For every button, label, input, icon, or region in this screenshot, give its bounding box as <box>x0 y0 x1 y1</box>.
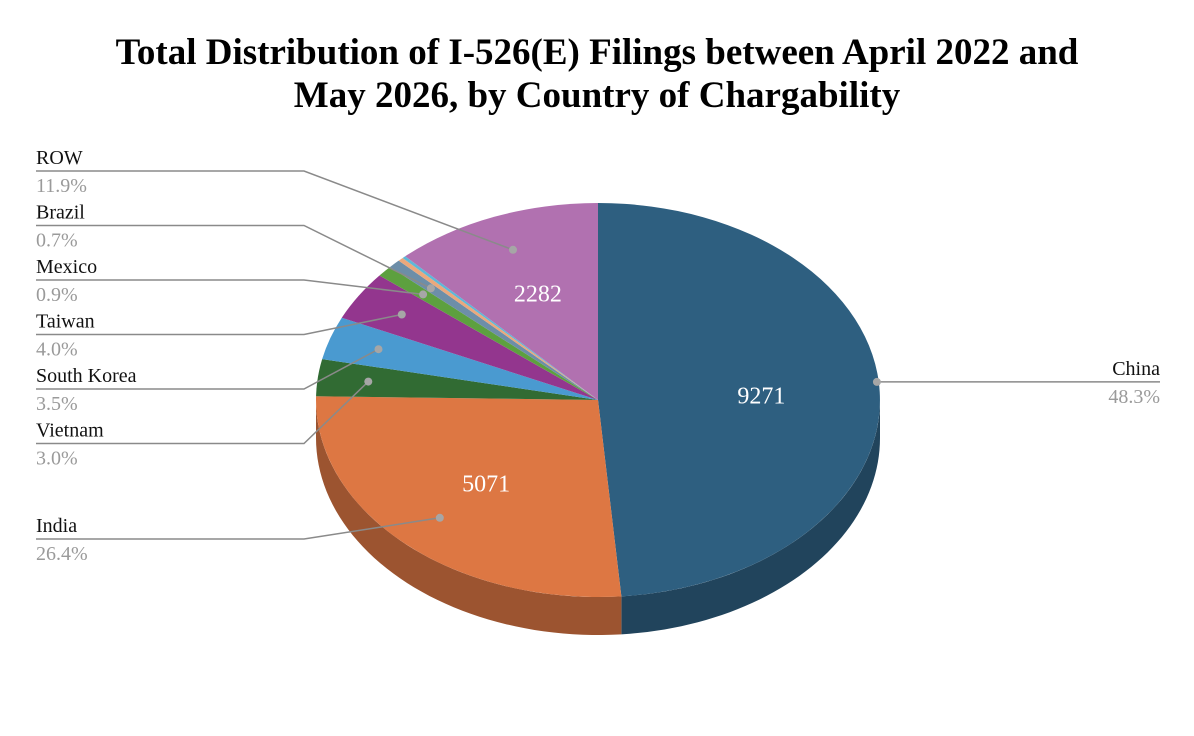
callout-dot-vietnam <box>364 377 373 386</box>
pie-slice-slice-7 <box>398 257 598 400</box>
callout-percent-vietnam: 3.0% <box>36 448 78 470</box>
pie-value-labels: 9271 5071 2282 <box>462 282 785 498</box>
callout-label-china: China <box>1112 358 1160 380</box>
slice-value-row: 2282 <box>514 282 562 308</box>
callout-dot-india <box>435 513 444 522</box>
callout-label-vietnam: Vietnam <box>36 420 104 442</box>
pie-slice-india <box>315 396 622 597</box>
pie-callouts: ROW 11.9% Brazil 0.7% Mexico 0.9% Taiwan 4.0% So… <box>36 147 1160 565</box>
callout-label-south-korea: South Korea <box>36 365 137 387</box>
callout-percent-china: 48.3% <box>1108 386 1160 408</box>
slice-value-india: 5071 <box>462 471 510 497</box>
callout-dot-taiwan <box>397 310 406 319</box>
callout-dot-brazil <box>426 284 435 293</box>
callout-line-brazil <box>36 224 432 289</box>
callout-percent-south-korea: 3.5% <box>36 393 78 415</box>
callout-label-mexico: Mexico <box>36 256 97 278</box>
pie-slice-slice-8 <box>402 256 598 400</box>
pie-slice-brazil <box>390 260 598 400</box>
pie-slice-china <box>598 203 880 597</box>
callout-dot-mexico <box>419 290 428 299</box>
callout-percent-brazil: 0.7% <box>36 230 78 252</box>
chart-title-line-2: May 2026, by Country of Chargability <box>293 75 901 116</box>
callout-percent-mexico: 0.9% <box>36 284 78 306</box>
pie-top-faces <box>315 203 880 597</box>
pie-slice-taiwan <box>341 275 598 400</box>
callout-line-mexico <box>36 279 424 296</box>
callout-line-vietnam <box>36 381 369 445</box>
callout-line-taiwan <box>36 313 402 336</box>
callout-line-south-korea <box>36 348 379 390</box>
pie-side-india <box>316 400 622 635</box>
callout-label-brazil: Brazil <box>36 202 85 224</box>
callout-dot-china <box>872 377 881 386</box>
callout-label-india: India <box>36 515 77 537</box>
callout-line-row <box>36 170 514 251</box>
pie-side-china <box>621 400 880 635</box>
pie-slice-row <box>405 203 598 400</box>
pie-slice-mexico <box>379 266 598 400</box>
callout-percent-row: 11.9% <box>36 175 87 197</box>
slice-value-china: 9271 <box>737 383 785 409</box>
chart-title-line-1: Total Distribution of I-526(E) Filings b… <box>115 32 1079 73</box>
callout-label-row: ROW <box>36 147 83 169</box>
pie-side-faces <box>316 400 880 635</box>
callout-percent-india: 26.4% <box>36 543 88 565</box>
callout-dot-south-korea <box>374 345 383 354</box>
pie-slice-south-korea <box>322 317 598 400</box>
callout-dot-row <box>509 245 517 254</box>
pie-slice-vietnam <box>316 359 598 400</box>
callout-line-india <box>36 517 440 540</box>
callout-label-taiwan: Taiwan <box>36 311 95 333</box>
callout-percent-taiwan: 4.0% <box>36 339 78 361</box>
